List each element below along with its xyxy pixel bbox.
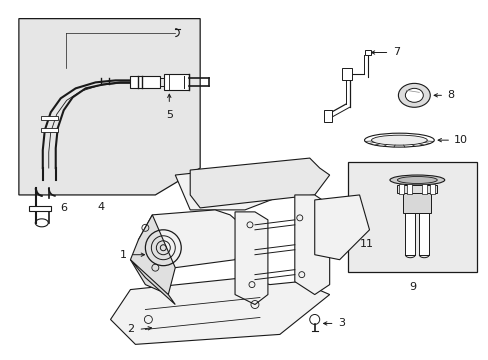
Polygon shape: [138, 210, 244, 268]
Bar: [347, 162, 476, 272]
Polygon shape: [235, 212, 267, 305]
Bar: [422, 184, 427, 194]
Bar: [419, 213, 428, 255]
Bar: [405, 213, 414, 255]
Polygon shape: [314, 195, 369, 260]
Polygon shape: [175, 162, 309, 210]
Bar: [403, 193, 430, 213]
Text: 2: 2: [127, 324, 134, 334]
Polygon shape: [130, 215, 175, 294]
Bar: [364, 50, 370, 55]
Bar: [397, 185, 436, 193]
Bar: [407, 184, 411, 194]
Text: 11: 11: [359, 239, 373, 249]
Polygon shape: [19, 19, 200, 195]
Ellipse shape: [364, 133, 433, 147]
Text: 6: 6: [61, 203, 67, 213]
Text: 3: 3: [338, 319, 345, 328]
Text: 5: 5: [165, 110, 172, 120]
Text: 7: 7: [393, 48, 400, 58]
Ellipse shape: [389, 175, 444, 185]
Text: 9: 9: [408, 282, 415, 292]
Bar: [429, 184, 434, 194]
Polygon shape: [294, 195, 329, 294]
Polygon shape: [110, 278, 329, 345]
Bar: [323, 110, 331, 122]
Circle shape: [309, 315, 319, 324]
Text: 8: 8: [447, 90, 453, 100]
Text: 10: 10: [453, 135, 467, 145]
Bar: [341, 68, 351, 80]
Ellipse shape: [405, 88, 423, 102]
Ellipse shape: [371, 135, 427, 145]
Ellipse shape: [398, 84, 429, 107]
Polygon shape: [190, 158, 329, 208]
Text: 4: 4: [97, 202, 104, 212]
Ellipse shape: [397, 176, 436, 184]
Polygon shape: [130, 260, 175, 305]
Text: 1: 1: [119, 250, 126, 260]
Bar: [164, 75, 189, 90]
Bar: [29, 206, 51, 211]
Bar: [130, 76, 160, 88]
Bar: [41, 128, 58, 132]
Bar: [41, 116, 58, 120]
Bar: [399, 184, 404, 194]
